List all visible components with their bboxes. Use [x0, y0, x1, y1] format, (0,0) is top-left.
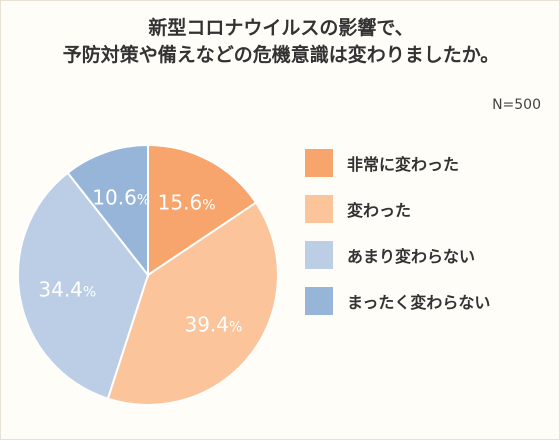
pie-slices	[17, 143, 279, 406]
pie-slice-1	[147, 143, 258, 277]
sample-size: N=500	[492, 97, 541, 113]
chart-title-line-2: 予防対策や備えなどの危機意識は変わりましたか。	[62, 44, 500, 66]
legend-item-2: 変わった	[305, 195, 490, 223]
legend-item-4: まったく変わらない	[305, 287, 490, 315]
pie-slice-3	[17, 171, 150, 400]
legend-label-2: 変わった	[347, 201, 412, 220]
slice-value-label-1: 15.6%	[158, 191, 216, 215]
pie-slice-4	[66, 143, 149, 278]
chart-title-line-1: 新型コロナウイルスの影響で、	[148, 17, 414, 39]
legend-swatch-3	[305, 241, 333, 269]
legend-label-3: あまり変わらない	[347, 247, 476, 266]
legend-label-4: まったく変わらない	[347, 293, 491, 312]
legend-swatch-2	[305, 195, 333, 223]
legend-item-1: 非常に変わった	[305, 149, 490, 177]
legend-item-3: あまり変わらない	[305, 241, 490, 269]
chart-title: 新型コロナウイルスの影響で、 予防対策や備えなどの危機意識は変わりましたか。	[1, 15, 560, 69]
slice-value-label-3: 34.4%	[38, 277, 96, 301]
pie-slice-2	[106, 201, 279, 406]
slice-value-label-2: 39.4%	[184, 312, 242, 336]
slice-value-label-4: 10.6%	[92, 186, 150, 210]
pie-value-labels: 15.6% 39.4% 34.4% 10.6%	[38, 186, 242, 337]
chart-legend: 非常に変わった 変わったあまり変わらない まったく変わらない	[305, 149, 490, 333]
legend-swatch-4	[305, 287, 333, 315]
legend-swatch-1	[305, 149, 333, 177]
legend-label-1: 非常に変わった	[347, 155, 460, 174]
